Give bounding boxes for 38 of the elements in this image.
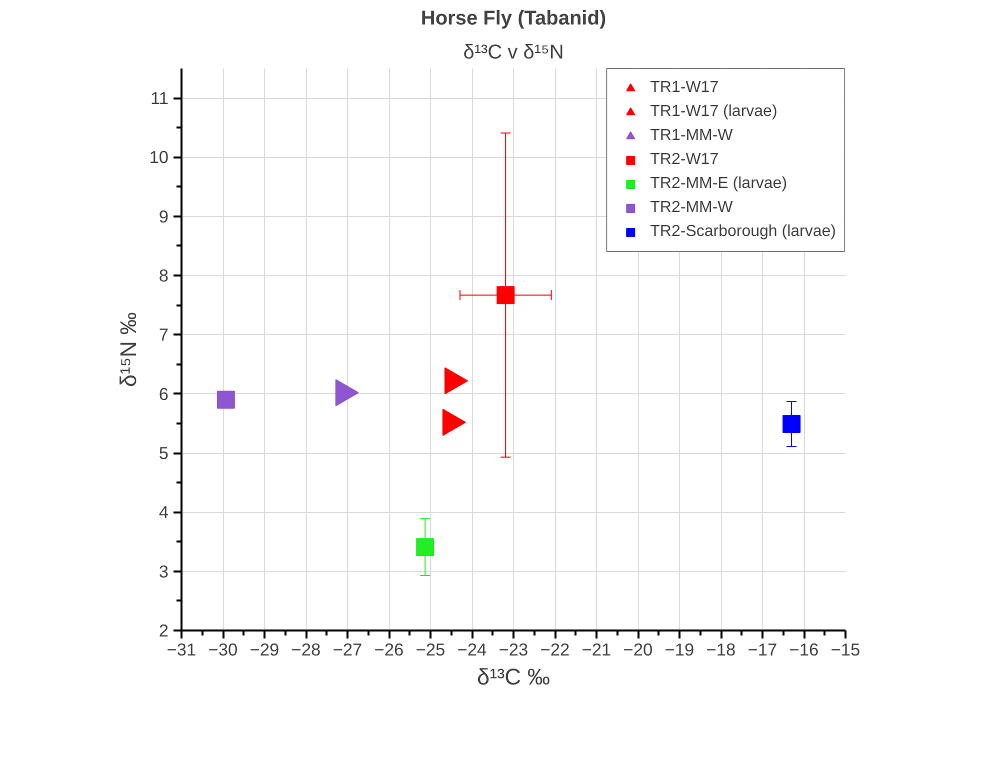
x-tick-label: −24 (457, 640, 488, 660)
legend-label: TR2-W17 (650, 150, 719, 170)
x-tick-label: −27 (332, 640, 362, 660)
x-tick-label: −31 (166, 640, 196, 660)
x-tick-label: −22 (540, 640, 570, 660)
legend-label: TR2-MM-E (larvae) (650, 174, 788, 194)
x-tick-label: −23 (498, 640, 528, 660)
x-tick-label: −19 (664, 640, 694, 660)
y-tick-label: 11 (150, 88, 169, 108)
y-axis-title: δ¹⁵N ‰ (115, 312, 142, 387)
legend-label: TR2-Scarborough (larvae) (650, 222, 836, 242)
legend-label: TR2-MM-W (650, 198, 733, 218)
y-tick-label: 3 (158, 561, 169, 582)
x-tick-label: −30 (208, 640, 238, 660)
y-tick-label: 10 (149, 147, 169, 168)
x-tick-label: −25 (416, 640, 446, 660)
x-tick-label: −15 (830, 640, 860, 660)
x-tick-label: −18 (706, 640, 736, 660)
y-tick-label: 6 (158, 384, 169, 404)
x-tick-label: −26 (374, 640, 404, 660)
x-tick-label: −28 (291, 640, 321, 660)
x-tick-label: −20 (623, 640, 653, 660)
x-axis-title: δ¹³C ‰ (476, 664, 550, 690)
y-tick-label: 9 (158, 206, 169, 226)
chart-title: Horse Fly (Tabanid) (420, 8, 606, 30)
legend-label: TR1-W17 (650, 78, 719, 98)
y-tick-label: 4 (158, 502, 169, 522)
x-tick-label: −21 (582, 640, 612, 660)
x-tick-label: −17 (748, 640, 778, 660)
y-tick-label: 2 (158, 620, 169, 640)
x-tick-label: −29 (250, 640, 280, 660)
x-tick-label: −16 (789, 640, 819, 660)
legend-label: TR1-MM-W (650, 126, 733, 146)
y-tick-label: 8 (158, 266, 169, 286)
legend-label: TR1-W17 (larvae) (650, 102, 778, 122)
y-tick-label: 7 (158, 324, 169, 345)
chart-subtitle: δ¹³C v δ¹⁵N (463, 42, 564, 64)
y-tick-label: 5 (158, 443, 169, 464)
